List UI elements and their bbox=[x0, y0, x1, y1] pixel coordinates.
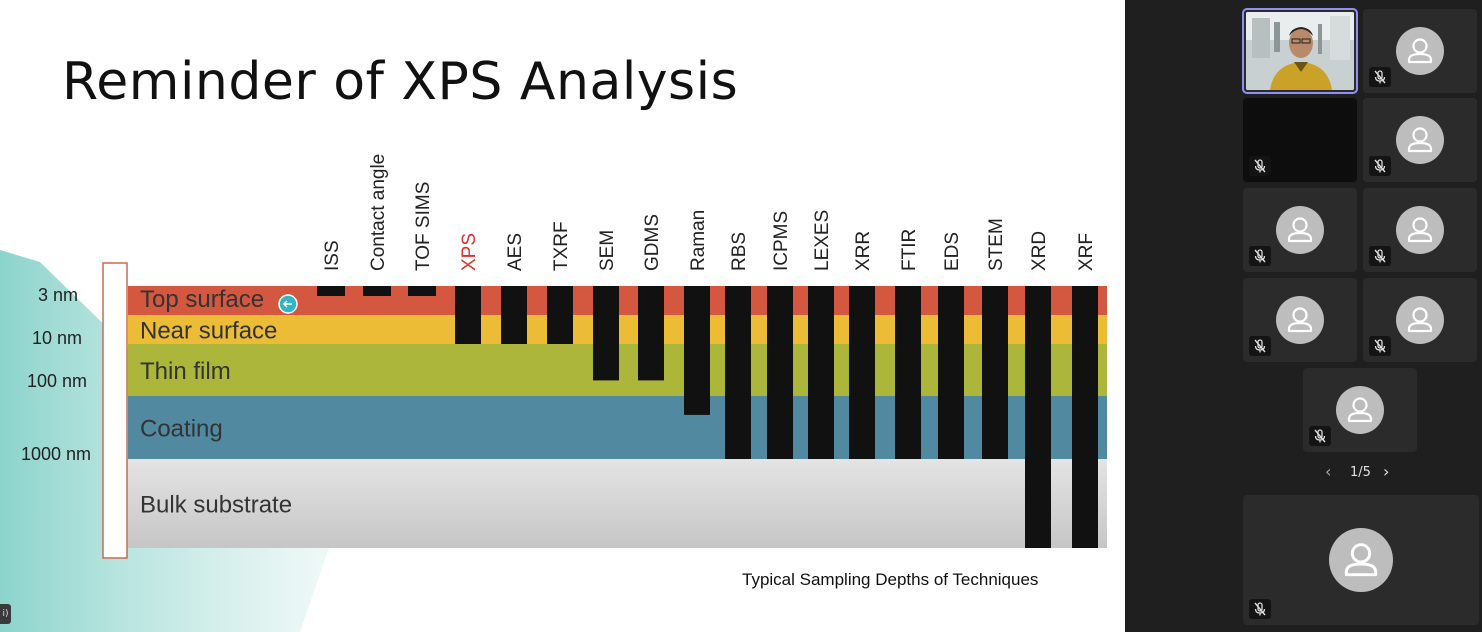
category-label-txrf: TXRF bbox=[551, 221, 572, 271]
participant-tile[interactable] bbox=[1363, 98, 1477, 182]
mic-off-icon bbox=[1369, 336, 1391, 356]
layer-bulk-substrate bbox=[128, 459, 1107, 548]
depth-label-3-nm: 3 nm bbox=[38, 285, 78, 305]
person-icon bbox=[1276, 206, 1324, 254]
category-label-gdms: GDMS bbox=[642, 214, 663, 271]
category-label-contact-angle: Contact angle bbox=[368, 154, 389, 271]
mic-off-icon bbox=[1249, 336, 1271, 356]
category-label-xps: XPS bbox=[459, 233, 480, 271]
bar-sem bbox=[593, 286, 619, 381]
participant-tile[interactable] bbox=[1243, 188, 1357, 272]
presentation-slide: Reminder of XPS Analysis Top surface Near… bbox=[0, 0, 1125, 632]
bar-iss bbox=[317, 286, 345, 296]
depth-label-1000-nm: 1000 nm bbox=[21, 444, 91, 464]
slide-title: Reminder of XPS Analysis bbox=[62, 52, 739, 112]
participant-pager: ‹ 1/5 › bbox=[1325, 462, 1395, 486]
participant-tile[interactable] bbox=[1243, 98, 1357, 182]
bar-icpms bbox=[767, 286, 793, 459]
page-indicator: 1/5 bbox=[1350, 465, 1371, 480]
bar-txrf bbox=[547, 286, 573, 344]
mic-off-icon bbox=[1309, 426, 1331, 446]
category-label-xrd: XRD bbox=[1029, 231, 1050, 271]
participant-video bbox=[1246, 12, 1354, 90]
bar-lexes bbox=[808, 286, 834, 459]
category-label-stem: STEM bbox=[986, 218, 1007, 271]
bar-aes bbox=[501, 286, 527, 344]
depth-axis-bracket bbox=[102, 262, 128, 559]
person-icon bbox=[1396, 296, 1444, 344]
category-label-sem: SEM bbox=[597, 230, 618, 271]
category-label-eds: EDS bbox=[942, 232, 963, 271]
bar-xrf bbox=[1072, 286, 1098, 548]
bar-rbs bbox=[725, 286, 751, 459]
person-icon bbox=[1396, 27, 1444, 75]
bar-xrr bbox=[849, 286, 875, 459]
bar-tof-sims bbox=[408, 286, 436, 296]
participant-tile[interactable] bbox=[1363, 9, 1477, 93]
category-label-ftir: FTIR bbox=[899, 229, 920, 271]
person-icon bbox=[1396, 206, 1444, 254]
mic-off-icon bbox=[1369, 246, 1391, 266]
person-icon bbox=[1336, 386, 1384, 434]
layer-label-top-surface: Top surface bbox=[140, 286, 264, 313]
participant-tile[interactable] bbox=[1363, 188, 1477, 272]
category-label-rbs: RBS bbox=[729, 232, 750, 271]
person-icon bbox=[1329, 528, 1393, 592]
bar-xps bbox=[455, 286, 481, 344]
depth-label-10-nm: 10 nm bbox=[32, 328, 82, 348]
participant-tile[interactable] bbox=[1243, 278, 1357, 362]
mic-off-icon bbox=[1249, 599, 1271, 619]
cursor-arrow bbox=[282, 300, 292, 308]
chevron-right-icon[interactable]: › bbox=[1383, 462, 1390, 481]
person-icon bbox=[1276, 296, 1324, 344]
category-label-xrr: XRR bbox=[853, 231, 874, 271]
bar-xrd bbox=[1025, 286, 1051, 548]
bar-eds bbox=[938, 286, 964, 459]
bar-raman bbox=[684, 286, 710, 415]
bar-stem bbox=[982, 286, 1008, 459]
layer-label-near-surface: Near surface bbox=[140, 318, 277, 345]
mic-off-icon bbox=[1249, 246, 1271, 266]
layer-label-bulk-substrate: Bulk substrate bbox=[140, 492, 292, 519]
mic-off-icon bbox=[1369, 67, 1391, 87]
bar-ftir bbox=[895, 286, 921, 459]
mic-off-icon bbox=[1369, 156, 1391, 176]
mic-off-icon bbox=[1249, 156, 1271, 176]
category-label-xrf: XRF bbox=[1076, 233, 1097, 271]
self-view-tile[interactable] bbox=[1243, 495, 1479, 625]
layer-label-thin-film: Thin film bbox=[140, 358, 231, 385]
category-label-iss: ISS bbox=[322, 240, 343, 271]
participant-tile[interactable] bbox=[1242, 8, 1358, 94]
participant-tile[interactable] bbox=[1363, 278, 1477, 362]
category-label-icpms: ICPMS bbox=[771, 211, 792, 271]
chevron-left-icon[interactable]: ‹ bbox=[1325, 462, 1332, 481]
depth-label-100-nm: 100 nm bbox=[27, 371, 87, 391]
sampling-depth-chart: Top surface Near surface Thin film Coating B… bbox=[21, 154, 1107, 559]
person-icon bbox=[1396, 116, 1444, 164]
bar-gdms bbox=[638, 286, 664, 381]
layer-label-coating: Coating bbox=[140, 416, 223, 443]
chart-caption: Typical Sampling Depths of Techniques bbox=[742, 570, 1039, 589]
category-label-raman: Raman bbox=[688, 210, 709, 271]
participant-tile[interactable] bbox=[1303, 368, 1417, 452]
category-label-aes: AES bbox=[505, 233, 526, 271]
category-label-lexes: LEXES bbox=[812, 210, 833, 271]
corner-badge[interactable]: i) bbox=[0, 604, 11, 624]
category-label-tof-sims: TOF SIMS bbox=[413, 182, 434, 271]
bar-contact-angle bbox=[363, 286, 391, 296]
